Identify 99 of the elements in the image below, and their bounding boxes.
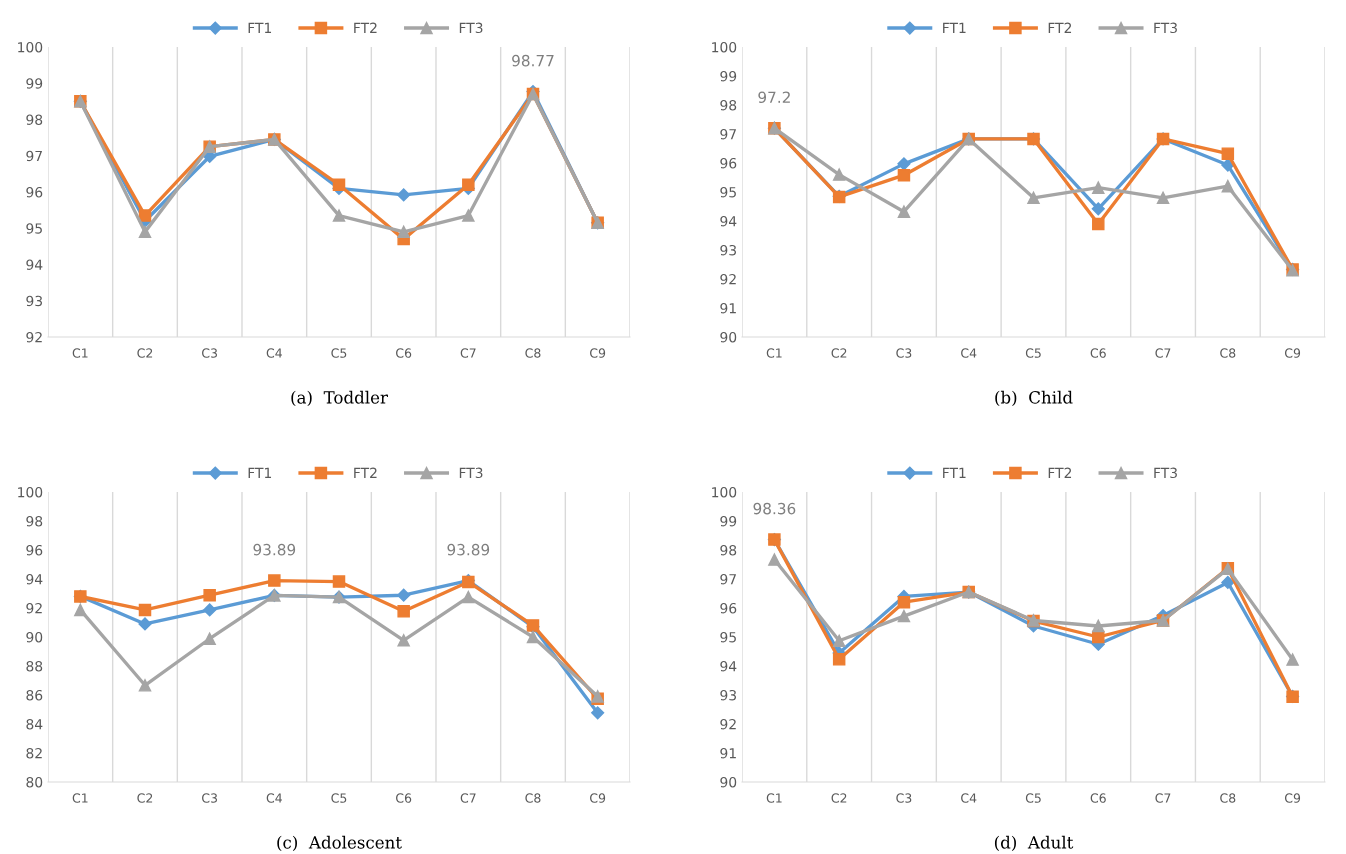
y-tick-label: 92 <box>720 718 736 730</box>
legend-label: FT2 <box>1048 467 1072 478</box>
legend-label: FT3 <box>1154 22 1177 34</box>
x-tick-label: C1 <box>766 348 782 358</box>
y-tick-label: 82 <box>26 747 42 759</box>
x-tick-label: C1 <box>72 793 88 803</box>
y-tick-label: 91 <box>720 302 736 314</box>
x-axis-title: (a) Toddler <box>291 390 388 407</box>
y-tick-label: 98 <box>720 99 737 111</box>
annotation: 98.77 <box>512 54 554 67</box>
x-tick-label: C2 <box>831 793 847 803</box>
y-tick-label: 97 <box>720 573 736 585</box>
x-tick-label: C7 <box>1155 793 1171 803</box>
x-tick-label: C8 <box>525 348 541 358</box>
x-tick-label: C4 <box>961 793 977 803</box>
y-tick-label: 99 <box>720 515 737 527</box>
x-tick-label: C9 <box>1284 348 1301 358</box>
y-tick-label: 97 <box>720 128 736 140</box>
y-tick-label: 90 <box>720 776 737 788</box>
y-tick-label: 92 <box>26 602 42 614</box>
x-tick-label: C8 <box>1220 348 1236 358</box>
x-axis-title: (d) Adult <box>994 835 1074 852</box>
y-tick-label: 95 <box>720 186 736 198</box>
y-tick-label: 98 <box>26 515 43 527</box>
y-tick-label: 94 <box>26 573 43 585</box>
x-tick-label: C4 <box>266 793 282 803</box>
x-tick-label: C1 <box>766 793 782 803</box>
y-tick-label: 84 <box>26 718 43 730</box>
x-axis-title: (b) Child <box>995 390 1073 407</box>
x-tick-label: C2 <box>137 348 153 358</box>
y-tick-label: 93 <box>720 689 737 701</box>
x-tick-label: C7 <box>460 348 476 358</box>
x-tick-label: C9 <box>590 793 606 803</box>
y-tick-label: 96 <box>720 157 737 169</box>
y-tick-label: 95 <box>720 631 736 643</box>
legend-label: FT1 <box>943 22 966 33</box>
x-tick-label: C3 <box>896 793 912 803</box>
y-tick-label: 93 <box>26 295 43 307</box>
legend-label: FT1 <box>248 467 272 478</box>
x-tick-label: C6 <box>1090 348 1106 358</box>
y-tick-label: 98 <box>26 114 43 125</box>
annotation: 98.36 <box>753 502 796 515</box>
legend-label: FT2 <box>1048 22 1072 33</box>
x-tick-label: C5 <box>1025 793 1041 803</box>
y-tick-label: 96 <box>26 186 43 198</box>
x-tick-label: C7 <box>1155 348 1171 358</box>
x-tick-label: C8 <box>1220 793 1236 803</box>
y-tick-label: 92 <box>26 331 42 343</box>
legend-label: FT2 <box>354 22 377 33</box>
legend-label: FT3 <box>459 22 483 34</box>
x-tick-label: C1 <box>72 348 88 358</box>
x-tick-label: C4 <box>266 348 282 358</box>
y-tick-label: 90 <box>26 631 43 643</box>
x-tick-label: C3 <box>896 348 912 358</box>
y-tick-label: 93 <box>720 244 737 256</box>
x-tick-label: C2 <box>137 793 153 803</box>
y-tick-label: 99 <box>720 70 737 82</box>
x-tick-label: C3 <box>202 348 218 358</box>
y-tick-label: 91 <box>720 747 736 759</box>
y-tick-label: 94 <box>26 259 43 270</box>
legend-label: FT3 <box>459 467 483 479</box>
y-tick-label: 94 <box>720 215 737 227</box>
y-tick-label: 88 <box>26 660 43 672</box>
x-tick-label: C4 <box>961 348 977 358</box>
y-tick-label: 100 <box>712 486 737 498</box>
y-tick-label: 96 <box>720 602 737 614</box>
y-tick-label: 80 <box>26 776 43 788</box>
y-tick-label: 97 <box>26 150 42 162</box>
x-tick-label: C5 <box>1025 348 1041 358</box>
legend-label: FT3 <box>1154 467 1177 479</box>
x-tick-label: C6 <box>396 793 412 803</box>
y-tick-label: 100 <box>712 41 737 53</box>
legend-label: FT1 <box>943 467 966 478</box>
y-tick-label: 92 <box>720 273 736 285</box>
x-tick-label: C5 <box>331 348 347 358</box>
x-tick-label: C6 <box>396 348 412 358</box>
y-tick-label: 94 <box>720 660 737 672</box>
x-tick-label: C2 <box>831 348 847 358</box>
x-tick-label: C7 <box>460 793 476 803</box>
y-tick-label: 96 <box>26 544 43 556</box>
x-tick-label: C5 <box>331 793 347 803</box>
x-axis-title: (c) Adolescent <box>277 835 402 852</box>
annotation: 97.2 <box>758 91 790 104</box>
x-tick-label: C3 <box>202 793 218 803</box>
legend-label: FT1 <box>248 22 272 33</box>
y-tick-label: 100 <box>18 486 43 498</box>
y-tick-label: 98 <box>720 544 737 556</box>
x-tick-label: C9 <box>1284 793 1301 803</box>
y-tick-label: 100 <box>18 41 43 53</box>
x-tick-label: C6 <box>1090 793 1106 803</box>
legend-label: FT2 <box>354 467 377 478</box>
y-tick-label: 99 <box>26 78 43 89</box>
y-tick-label: 86 <box>26 689 43 701</box>
x-tick-label: C8 <box>525 793 541 803</box>
y-tick-label: 95 <box>26 223 42 234</box>
x-tick-label: C9 <box>590 348 606 358</box>
annotation: 93.89 <box>447 543 490 556</box>
y-tick-label: 90 <box>720 331 737 343</box>
annotation: 93.89 <box>253 543 296 556</box>
